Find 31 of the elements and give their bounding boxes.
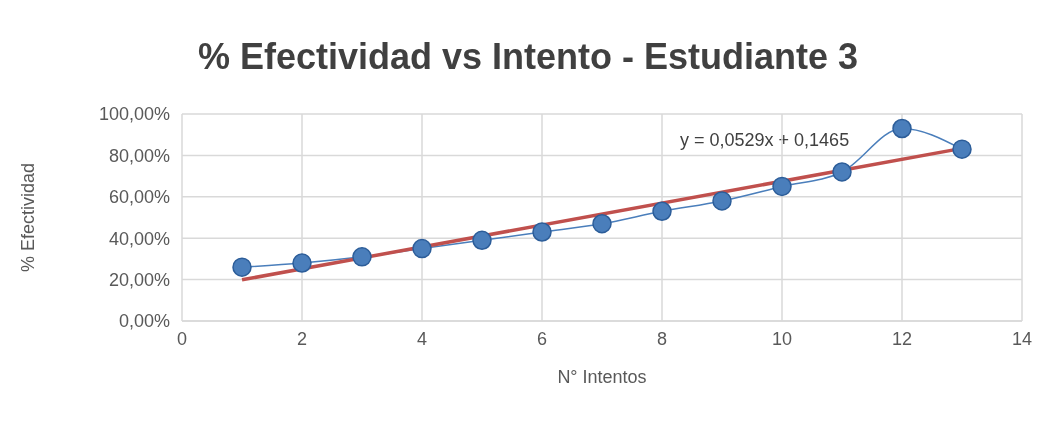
x-tick-label: 12 (891, 329, 913, 349)
point (952, 139, 972, 159)
x-tick-label: 10 (771, 329, 793, 349)
point (532, 222, 552, 242)
y-tick-label: 20,00% (108, 269, 170, 290)
y-tick-label: 80,00% (108, 145, 170, 166)
point (232, 257, 252, 277)
point (472, 230, 492, 251)
y-tick-label: 40,00% (108, 228, 170, 249)
point (352, 247, 372, 267)
x-tick-label: 2 (296, 329, 308, 349)
y-tick-label: 0,00% (118, 311, 170, 332)
annotation: y = 0,0529x + 0,1465 (680, 130, 850, 151)
chart-title: % Efectividad vs Intento - Estudiante 3 (196, 36, 860, 78)
point (772, 176, 792, 197)
point (412, 238, 432, 259)
y-axis-title: % Efectividad (18, 162, 39, 273)
point (832, 162, 852, 182)
point (292, 253, 312, 273)
x-tick-label: 0 (176, 329, 188, 349)
y-tick-label: 60,00% (108, 187, 170, 208)
y-tick-label: 100,00% (98, 104, 170, 125)
x-axis-title: N° Intentos (557, 367, 647, 387)
x-tick-label: 4 (416, 329, 428, 349)
point (592, 213, 612, 234)
point (892, 118, 912, 139)
point (712, 191, 732, 211)
x-tick-label: 14 (1011, 329, 1033, 349)
x-tick-label: 6 (536, 329, 548, 349)
x-tick-label: 8 (656, 329, 668, 349)
point (652, 201, 672, 222)
